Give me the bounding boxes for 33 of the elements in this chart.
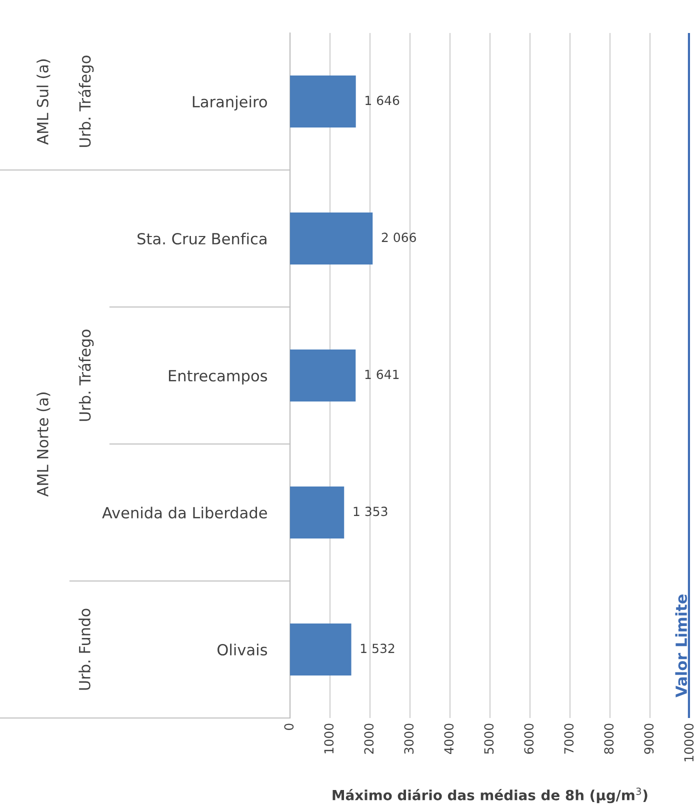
y-tick-label: Olivais: [218, 644, 268, 656]
x-tick-label: 3000: [404, 724, 414, 754]
data-label: 1 641: [365, 370, 399, 380]
x-tick-label: 2000: [364, 724, 374, 754]
x-tick-label: 10000: [684, 724, 694, 762]
data-label: 2 066: [382, 232, 416, 242]
bar: [290, 212, 373, 265]
y-tick-label: Avenida da Liberdade: [102, 506, 267, 519]
x-tick-label: 4000: [444, 724, 454, 754]
x-tick-label: 0: [284, 724, 294, 730]
text: AML Sul (a): [36, 59, 50, 145]
data-label: 1 646: [366, 96, 400, 106]
x-tick-label: 5000: [484, 724, 494, 754]
x-tick-label: 7000: [564, 724, 574, 754]
text: AML Norte (a): [36, 392, 50, 497]
text: Urb. Fundo: [78, 608, 90, 690]
text: Urb. Tráfego: [78, 56, 94, 147]
bar: [290, 623, 352, 676]
bar: [290, 486, 344, 539]
x-tick-label: 9000: [644, 724, 654, 754]
y-tick-label: Sta. Cruz Benfica: [138, 232, 266, 245]
x-tick-label: 1000: [324, 724, 334, 754]
bar: [290, 349, 356, 402]
bar: [290, 75, 356, 128]
x-tick-label: 6000: [524, 724, 534, 754]
ref-line-label: Valor Limite: [675, 594, 688, 698]
data-label: 1 353: [354, 506, 388, 516]
data-label: 1 532: [360, 644, 394, 654]
text: Urb. Tráfego: [78, 330, 94, 421]
x-tick-label: 8000: [604, 724, 614, 754]
y-tick-label: Laranjeiro: [192, 96, 267, 110]
x-axis-title: Máximo diário das médias de 8h (µg/m$^{3}$): [332, 788, 648, 804]
y-tick-label: Entrecampos: [168, 370, 268, 384]
